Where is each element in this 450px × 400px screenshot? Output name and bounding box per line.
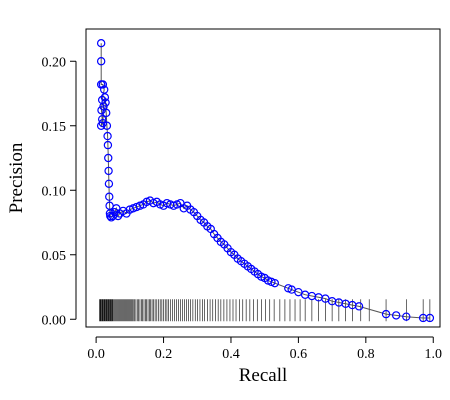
data-point (103, 140, 113, 150)
y-tick-label: 0.20 (42, 55, 67, 70)
data-point (402, 312, 411, 321)
data-point (105, 192, 114, 201)
data-point (104, 153, 113, 163)
y-axis-title: Precision (6, 142, 27, 213)
data-point (104, 179, 114, 189)
x-tick-label: 0.6 (290, 347, 308, 362)
y-tick-label: 0.05 (42, 249, 67, 264)
data-point (391, 311, 401, 320)
data-point (96, 38, 106, 48)
line-layer (100, 43, 430, 319)
data-point (102, 108, 111, 118)
data-point (97, 115, 107, 124)
data-point (425, 313, 435, 323)
data-point (98, 80, 108, 89)
x-axis: 0.0 0.2 0.4 0.6 0.8 1.0 (87, 336, 443, 362)
data-point (101, 98, 110, 107)
data-point (96, 57, 106, 66)
rug-layer (99, 299, 431, 322)
x-tick-label: 0.8 (357, 347, 375, 362)
data-point (354, 302, 364, 311)
y-axis: 0.00 0.05 0.10 0.15 0.20 (42, 55, 77, 328)
data-point (102, 121, 112, 130)
y-tick-label: 0.00 (42, 313, 67, 328)
point-layer (96, 38, 435, 323)
y-tick-label: 0.10 (42, 184, 67, 199)
data-point (103, 131, 112, 141)
data-point (381, 309, 391, 319)
data-point (104, 166, 113, 176)
y-tick-label: 0.15 (42, 120, 67, 135)
x-tick-label: 0.4 (222, 347, 240, 362)
x-tick-label: 1.0 (425, 347, 443, 362)
x-tick-label: 0.0 (87, 347, 105, 362)
plot-box (85, 28, 441, 328)
x-tick-label: 0.2 (155, 347, 173, 362)
series-line (100, 43, 430, 319)
x-axis-title: Recall (239, 365, 288, 386)
data-point (100, 93, 110, 102)
data-point (270, 278, 279, 288)
